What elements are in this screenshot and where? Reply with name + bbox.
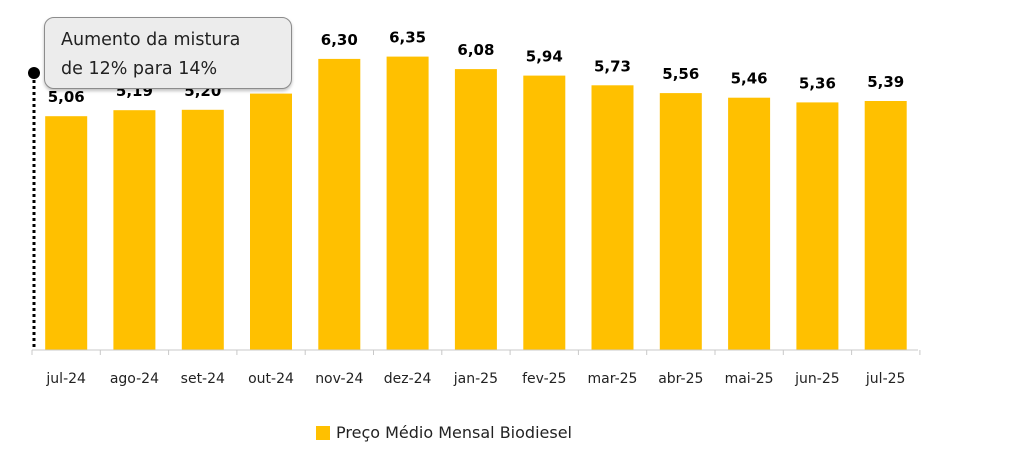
- data-label-mai-25: 5,46: [731, 70, 768, 88]
- bar-jun-25: [796, 102, 839, 351]
- data-label-abr-25: 5,56: [662, 65, 699, 83]
- x-tick-label-mai-25: mai-25: [725, 371, 774, 387]
- data-label-jul-24: 5,06: [48, 88, 85, 106]
- bar-jan-25: [454, 69, 497, 350]
- x-tick-label-mar-25: mar-25: [588, 371, 638, 387]
- legend: Preço Médio Mensal Biodiesel: [316, 423, 572, 442]
- bar-fev-25: [523, 75, 566, 350]
- x-tick-label-fev-25: fev-25: [522, 371, 566, 387]
- data-label-jun-25: 5,36: [799, 74, 836, 92]
- annotation-line-1: Aumento da mistura: [61, 30, 241, 50]
- x-ticks-group: jul-24 ago-24 set-24 out-24 nov-24 dez-24 jan-…: [31, 350, 921, 387]
- x-tick-label-out-24: out-24: [248, 371, 294, 387]
- x-tick-label-jun-25: jun-25: [794, 371, 840, 387]
- legend-label: Preço Médio Mensal Biodiesel: [336, 423, 572, 442]
- x-tick-label-jul-24: jul-24: [45, 371, 86, 387]
- x-tick-label-nov-24: nov-24: [315, 371, 363, 387]
- bar-ago-24: [113, 110, 156, 350]
- annotation-line-2: de 12% para 14%: [61, 59, 218, 79]
- data-label-nov-24: 6,30: [321, 31, 358, 49]
- bar-abr-25: [659, 93, 702, 350]
- x-tick-label-jan-25: jan-25: [453, 371, 498, 387]
- x-tick-label-set-24: set-24: [181, 371, 225, 387]
- x-tick-label-jul-25: jul-25: [865, 371, 906, 387]
- bar-jul-24: [45, 116, 88, 350]
- bar-out-24: [250, 93, 292, 350]
- bars-group: [45, 56, 907, 351]
- x-tick-label-ago-24: ago-24: [110, 371, 159, 387]
- bar-set-24: [181, 109, 224, 350]
- bar-nov-24: [318, 58, 361, 351]
- annotation-marker-dot: [28, 67, 40, 79]
- bar-dez-24: [386, 56, 429, 350]
- data-label-mar-25: 5,73: [594, 57, 631, 75]
- data-label-jan-25: 6,08: [457, 41, 494, 59]
- data-label-fev-25: 5,94: [526, 48, 563, 66]
- data-label-dez-24: 6,35: [389, 29, 426, 47]
- x-tick-label-abr-25: abr-25: [658, 371, 703, 387]
- bar-mai-25: [728, 97, 771, 350]
- bar-jul-25: [864, 101, 907, 350]
- bar-mar-25: [591, 85, 634, 351]
- legend-swatch: [316, 425, 330, 440]
- x-tick-label-dez-24: dez-24: [384, 371, 432, 387]
- annotation-box: Aumento da mistura de 12% para 14%: [44, 17, 292, 89]
- data-label-jul-25: 5,39: [867, 73, 904, 91]
